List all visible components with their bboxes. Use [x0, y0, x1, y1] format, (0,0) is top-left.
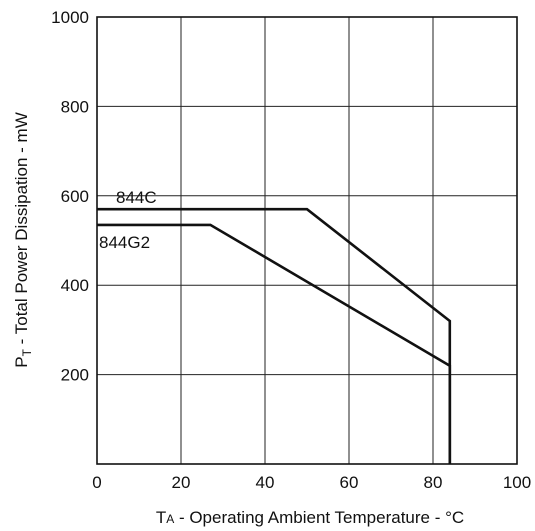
x-tick-label: 0 [92, 473, 101, 492]
x-tick-labels: 0 20 40 60 80 100 [92, 473, 531, 492]
y-axis-title-symbol: P [12, 356, 31, 367]
x-axis-title-subscript: A [166, 512, 174, 526]
x-axis-title-symbol: T [156, 508, 166, 527]
series-labels: 844C 844G2 [99, 188, 157, 252]
y-axis-title-subscript: T [20, 348, 34, 356]
series-label-844G2: 844G2 [99, 233, 150, 252]
y-tick-label: 600 [61, 187, 89, 206]
x-tick-label: 60 [340, 473, 359, 492]
series-layer [97, 207, 452, 464]
y-tick-label: 1000 [51, 8, 89, 27]
x-tick-label: 40 [256, 473, 275, 492]
grid-lines [97, 17, 517, 464]
y-tick-labels: 200 400 600 800 1000 [51, 8, 89, 385]
y-tick-label: 400 [61, 276, 89, 295]
series-line-844G2 [97, 223, 452, 464]
y-tick-label: 200 [61, 366, 89, 385]
y-tick-label: 800 [61, 97, 89, 116]
x-axis-title-text: - Operating Ambient Temperature - °C [174, 508, 464, 527]
x-tick-label: 100 [503, 473, 531, 492]
plot-frame [96, 16, 518, 465]
x-tick-label: 20 [172, 473, 191, 492]
x-axis-title: TA - Operating Ambient Temperature - °C [156, 508, 464, 527]
y-axis-title-text: - Total Power Dissipation - mW [12, 112, 31, 349]
x-tick-label: 80 [424, 473, 443, 492]
y-axis-title: PT - Total Power Dissipation - mW [12, 112, 34, 368]
series-label-844C: 844C [116, 188, 157, 207]
